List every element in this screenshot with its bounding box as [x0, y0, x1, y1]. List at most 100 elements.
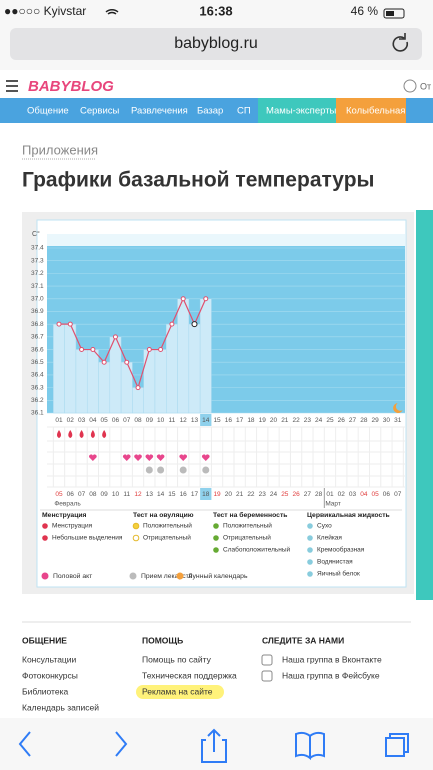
legend-item: Положительный [223, 522, 272, 530]
legend-item: Отрицательный [143, 534, 191, 542]
legend-item: Клейкая [317, 534, 342, 542]
day-label: 02 [67, 417, 75, 424]
legend-title: Тест на овуляцию [133, 512, 194, 519]
date-label: 22 [247, 491, 255, 498]
nav-item[interactable]: Мамы-эксперты [266, 106, 337, 117]
month-label: Март [325, 501, 341, 508]
day-label: 13 [191, 417, 199, 424]
date-label: 10 [112, 491, 120, 498]
date-label: 19 [213, 491, 221, 498]
day-label: 04 [89, 417, 97, 424]
nav-item[interactable]: Развлечения [131, 106, 188, 117]
temperature-point [135, 385, 141, 391]
logo[interactable]: BABYBLOG [28, 78, 114, 95]
menstruation-drop [90, 430, 95, 438]
date-label: 17 [191, 491, 199, 498]
day-label: 07 [123, 417, 131, 424]
legend-item: Небольшие выделения [52, 534, 123, 542]
temperature-point [124, 359, 130, 365]
footer-link[interactable]: Фотоконкурсы [22, 670, 78, 680]
y-tick-label: 36.9 [31, 308, 44, 315]
nav-item[interactable]: Общение [27, 106, 69, 117]
legend-item: Водянистая [317, 559, 353, 566]
nav-item[interactable]: СП [237, 106, 251, 117]
footer-link[interactable]: Календарь записей [22, 702, 99, 712]
legend-item: Половой акт [53, 572, 92, 580]
temperature-bar [132, 387, 144, 414]
y-tick-label: 36.8 [31, 321, 44, 328]
battery-text: 46 % [351, 4, 379, 18]
address-field[interactable] [10, 28, 422, 60]
footer-link[interactable]: Помощь по сайту [142, 654, 212, 664]
menu-icon[interactable] [6, 80, 18, 92]
day-label: 08 [134, 417, 142, 424]
day-highlight [200, 414, 212, 426]
plot-top [47, 234, 405, 246]
footer-link[interactable]: Наша группа в Фейсбуке [282, 670, 380, 680]
social-icon[interactable] [261, 654, 273, 666]
date-label: 03 [349, 491, 357, 498]
footer-heading: СЛЕДИТЕ ЗА НАМИ [262, 635, 344, 645]
temperature-point [180, 296, 186, 302]
footer-link[interactable]: Техническая поддержка [142, 670, 237, 680]
carrier: ●●○○○ Kyivstar [4, 4, 86, 18]
legend-icon [41, 572, 49, 580]
temperature-point [169, 321, 175, 327]
reload-icon[interactable] [392, 33, 409, 52]
date-label: 28 [315, 491, 323, 498]
temperature-bar [53, 323, 65, 414]
footer-link[interactable]: Библиотека [22, 686, 68, 696]
url[interactable]: babyblog.ru [174, 35, 258, 52]
heart-icon [179, 454, 187, 461]
y-tick-label: 37.3 [31, 257, 44, 264]
legend-icon [213, 523, 219, 529]
side-tab[interactable] [416, 210, 433, 600]
heart-icon [145, 454, 154, 461]
page-title: Графики базальной температуры [22, 169, 374, 192]
temperature-bar [188, 323, 201, 414]
temperature-bar [177, 298, 190, 414]
temperature-point [90, 347, 96, 353]
temperature-bar [154, 349, 167, 414]
temperature-point [146, 347, 152, 353]
heart-icon [156, 454, 165, 461]
legend-icon [213, 535, 219, 541]
moon-icon [393, 403, 403, 413]
y-unit: C° [32, 230, 40, 238]
pill-icon [145, 466, 153, 474]
date-highlight [200, 488, 212, 500]
day-label: 20 [270, 417, 278, 424]
y-tick-label: 37.2 [31, 270, 44, 277]
footer-link[interactable]: Наша группа в Вконтакте [282, 654, 382, 664]
chat-icon[interactable] [403, 79, 417, 93]
legend-title: Менструация [42, 512, 87, 519]
toolbar-icons[interactable] [18, 728, 409, 763]
breadcrumb[interactable]: Приложения [22, 142, 98, 157]
date-label: 16 [180, 491, 188, 498]
y-tick-label: 36.3 [31, 384, 44, 391]
date-label: 08 [89, 491, 97, 498]
date-label: 25 [281, 491, 289, 498]
date-label: 07 [394, 491, 402, 498]
legend-icon [176, 572, 184, 580]
nav-item[interactable]: Сервисы [80, 106, 120, 117]
day-label: 24 [315, 417, 323, 424]
pill-icon [179, 466, 187, 474]
legend-item: Отрицательный [223, 534, 271, 542]
legend-item: Менструация [52, 523, 93, 530]
day-label: 28 [360, 417, 368, 424]
footer-link[interactable]: Консультации [22, 654, 77, 664]
temperature-bar [64, 323, 77, 414]
heart-icon [134, 454, 142, 461]
date-label: 12 [134, 491, 142, 498]
temperature-bar [75, 349, 88, 414]
pill-icon [157, 466, 165, 474]
nav-item[interactable]: Колыбельная [346, 106, 405, 117]
footer-link[interactable]: Реклама на сайте [142, 686, 213, 696]
date-label: 27 [304, 491, 312, 498]
legend-icon [307, 571, 313, 577]
nav-item[interactable]: Базар [197, 106, 223, 117]
temperature-point [79, 347, 85, 353]
social-icon[interactable] [261, 670, 273, 682]
